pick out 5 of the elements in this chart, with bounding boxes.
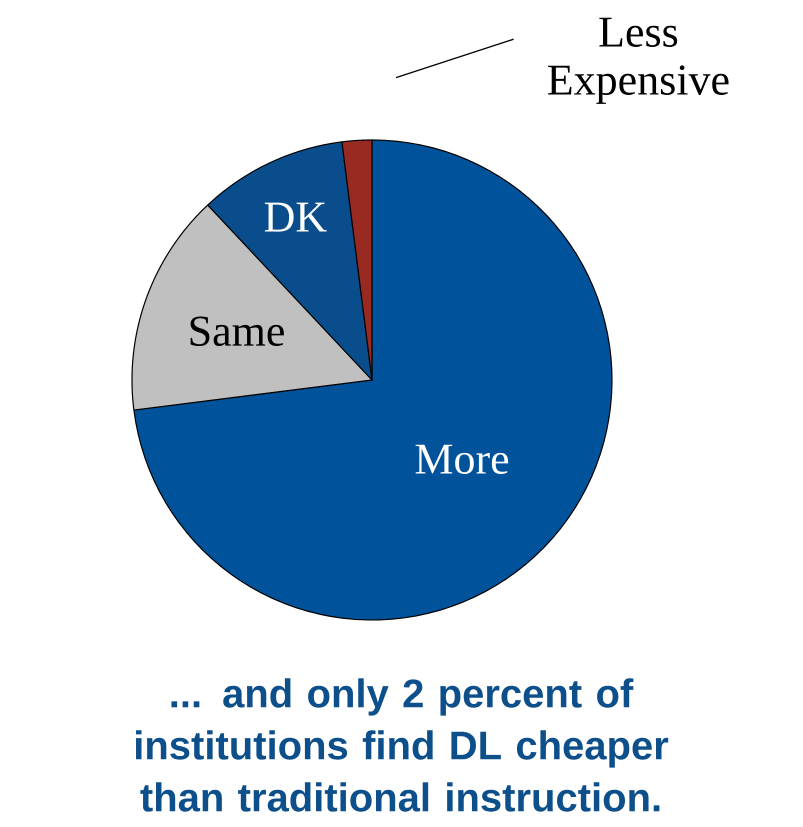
slice-label: DK (264, 202, 327, 232)
text: ... and only 2 percent of institutions find DL cheaper than traditional instruction. (136, 678, 668, 812)
slice-label: More (416, 444, 508, 474)
slice-label: Same (190, 316, 284, 346)
legend-label: Less Expensive (548, 18, 729, 104)
